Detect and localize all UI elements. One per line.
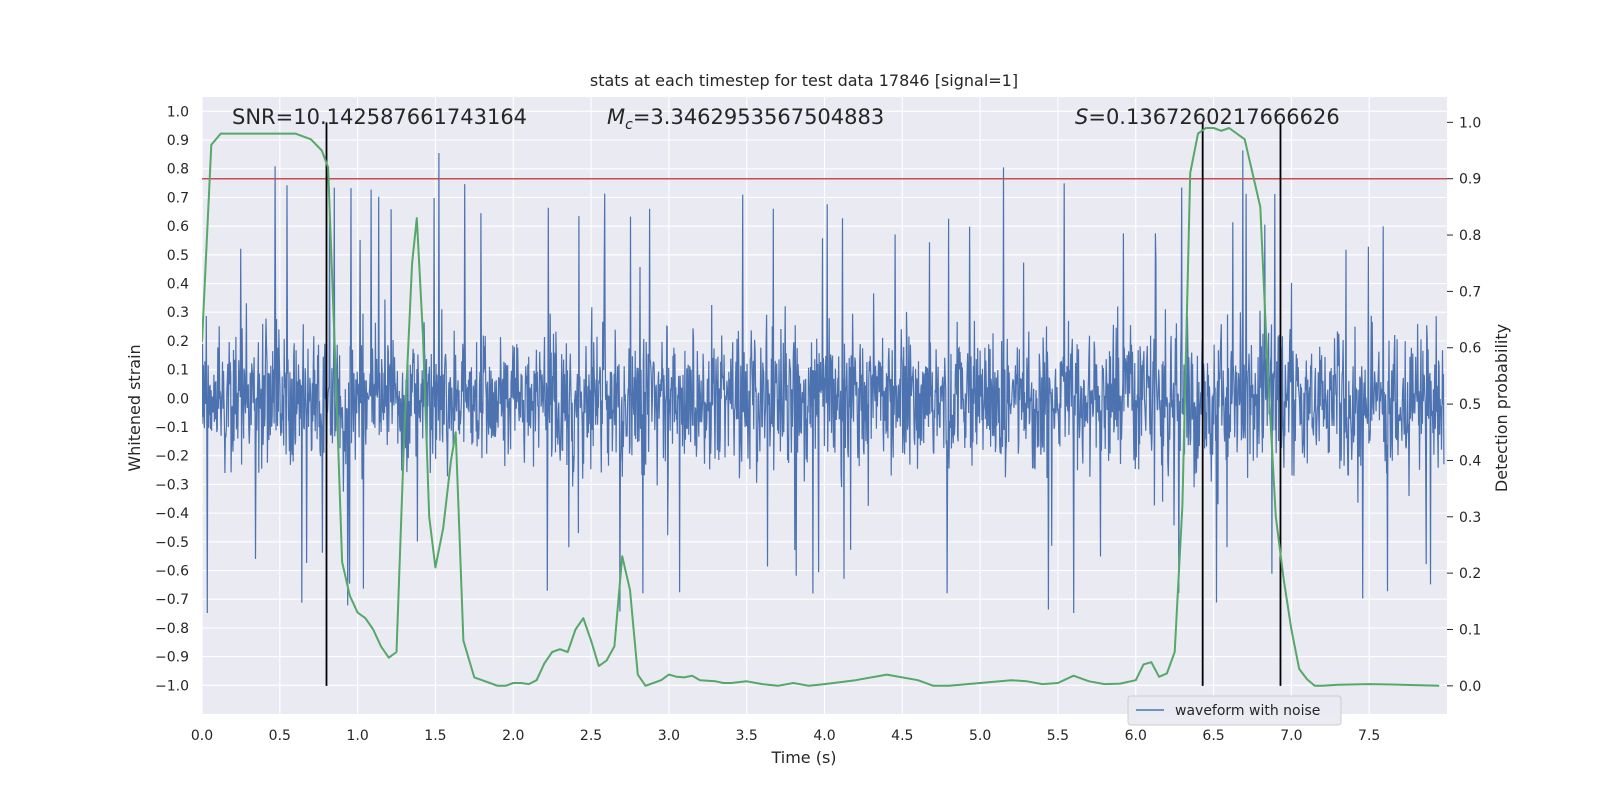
legend-label-waveform: waveform with noise <box>1175 703 1320 719</box>
snr-annotation: SNR=10.142587661743164 <box>232 105 527 129</box>
y-left-tick-label: 0.2 <box>167 334 189 350</box>
y-left-tick-label: −0.5 <box>155 535 189 551</box>
x-tick-labels: 0.0 0.5 1.0 1.5 2.0 2.5 3.0 3.5 4.0 4.5 5.0 5.5 6.0 6… <box>191 728 1380 744</box>
y-left-tick-label: −0.6 <box>155 564 189 580</box>
y-left-tick-label: −0.9 <box>155 650 189 666</box>
detection-probability-series <box>202 127 1440 687</box>
y-left-tick-label: 0.6 <box>167 219 189 235</box>
y-right-tick-label: 0.1 <box>1459 622 1481 638</box>
y-left-axis-label: Whitened strain <box>125 344 144 471</box>
mc-subscript: c <box>625 117 633 133</box>
y-left-tick-label: −0.8 <box>155 621 189 637</box>
y-right-tick-label: 0.2 <box>1459 566 1481 582</box>
x-tick-label: 5.5 <box>1047 728 1069 744</box>
y-right-tick-label: 1.0 <box>1459 115 1481 131</box>
x-tick-label: 1.0 <box>346 728 368 744</box>
y-right-tick-label: 0.4 <box>1459 453 1481 469</box>
mc-value: =3.3462953567504883 <box>633 105 884 129</box>
x-tick-label: 7.0 <box>1280 728 1302 744</box>
y-right-tick-label: 0.8 <box>1459 228 1481 244</box>
chirp-mass-annotation: Mc=3.3462953567504883 <box>607 105 884 133</box>
x-tick-label: 3.0 <box>658 728 680 744</box>
y-left-tick-label: 0.0 <box>167 391 189 407</box>
probability-line <box>202 127 1440 687</box>
legend-box <box>1127 695 1342 726</box>
x-axis-label: Time (s) <box>770 748 836 767</box>
y-left-tick-label: −0.2 <box>155 449 189 465</box>
x-tick-label: 6.5 <box>1202 728 1224 744</box>
y-left-tick-label: 0.8 <box>167 162 189 178</box>
y-left-tick-label: −1.0 <box>155 678 189 694</box>
y-left-tick-labels: 1.0 0.9 0.8 0.7 0.6 0.5 0.4 0.3 0.2 0.1 0.0 −0.1 −0.… <box>155 104 189 694</box>
x-tick-label: 7.5 <box>1358 728 1380 744</box>
x-tick-label: 2.0 <box>502 728 524 744</box>
x-tick-label: 1.5 <box>424 728 446 744</box>
y-left-tick-label: 0.7 <box>167 190 189 206</box>
y-right-tick-label: 0.5 <box>1459 397 1481 413</box>
s-value: =0.1367260217666626 <box>1088 105 1339 129</box>
y-right-tick-labels: 1.0 0.9 0.8 0.7 0.6 0.5 0.4 0.3 0.2 0.1 0.0 <box>1447 115 1481 695</box>
waveform-series <box>202 150 1445 614</box>
y-left-tick-label: −0.4 <box>155 506 189 522</box>
chart-title: stats at each timestep for test data 178… <box>590 71 1018 90</box>
y-left-tick-label: 0.1 <box>167 363 189 379</box>
s-symbol: S <box>1075 105 1088 129</box>
y-left-tick-label: −0.7 <box>155 592 189 608</box>
legend: waveform with noise <box>1127 695 1342 726</box>
x-tick-label: 6.0 <box>1125 728 1147 744</box>
y-right-tick-label: 0.9 <box>1459 172 1481 188</box>
x-tick-label: 2.5 <box>580 728 602 744</box>
y-right-axis-label: Detection probability <box>1492 324 1511 492</box>
x-tick-label: 5.0 <box>969 728 991 744</box>
y-left-tick-label: −0.3 <box>155 477 189 493</box>
y-right-tick-label: 0.6 <box>1459 341 1481 357</box>
x-tick-label: 0.5 <box>269 728 291 744</box>
plot-area <box>202 122 1447 687</box>
y-left-tick-label: 0.9 <box>167 133 189 149</box>
waveform-line <box>202 150 1445 614</box>
x-tick-label: 3.5 <box>736 728 758 744</box>
mc-symbol: M <box>607 105 625 129</box>
x-tick-label: 0.0 <box>191 728 213 744</box>
y-right-tick-label: 0.0 <box>1459 679 1481 695</box>
y-left-tick-label: 0.5 <box>167 248 189 264</box>
x-tick-label: 4.5 <box>891 728 913 744</box>
y-right-tick-label: 0.7 <box>1459 284 1481 300</box>
y-right-tick-label: 0.3 <box>1459 510 1481 526</box>
marker-lines <box>325 122 1282 686</box>
y-left-tick-label: 0.3 <box>167 305 189 321</box>
y-left-tick-label: 0.4 <box>167 277 189 293</box>
x-tick-label: 4.0 <box>813 728 835 744</box>
y-left-tick-label: 1.0 <box>167 104 189 120</box>
y-left-tick-label: −0.1 <box>155 420 189 436</box>
s-annotation: S=0.1367260217666626 <box>1075 105 1340 129</box>
